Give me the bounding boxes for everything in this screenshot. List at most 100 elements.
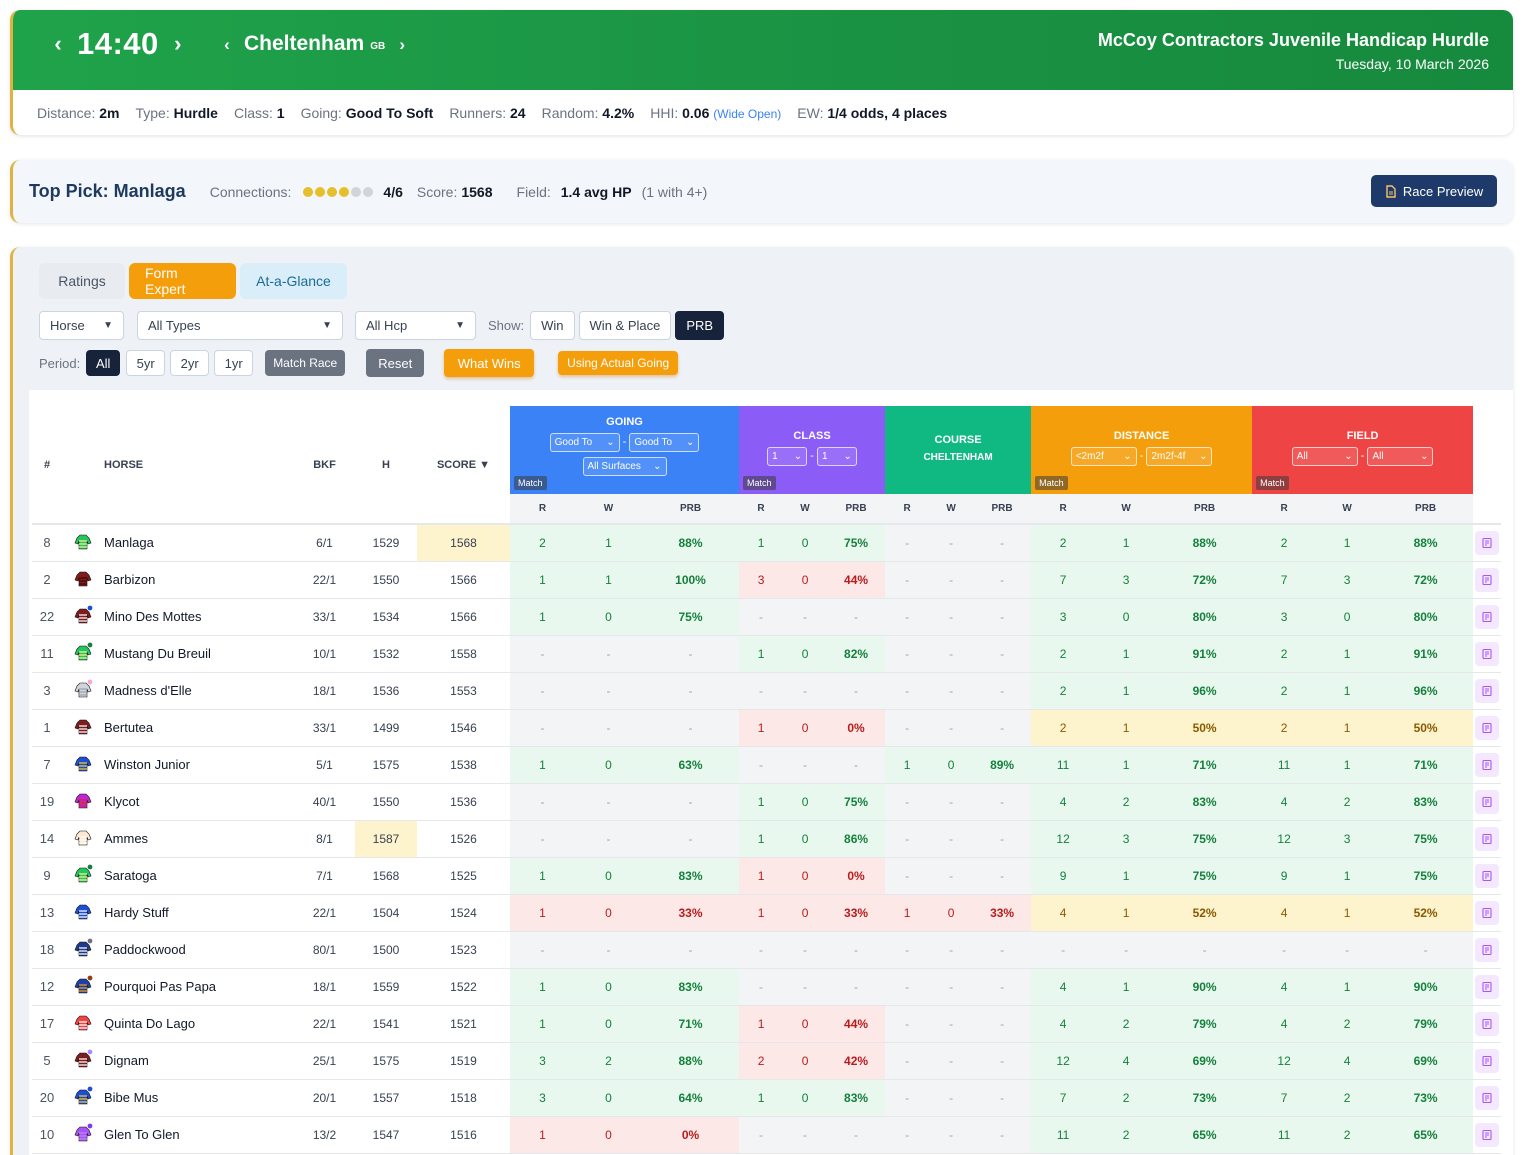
horse-select[interactable]: Horse ▼ bbox=[39, 311, 124, 340]
notebook-icon[interactable] bbox=[1475, 678, 1500, 703]
horse-name[interactable]: Hardy Stuff bbox=[104, 905, 169, 920]
table-row[interactable]: 11 Mustang Du Breuil 10/1 1532 1558- - -1 0 82% -… bbox=[32, 635, 1502, 672]
table-row[interactable]: 13 Hardy Stuff 22/1 1504 1524 1 0 33% 1 0 33% 1 0 33%… bbox=[32, 894, 1502, 931]
reset-button[interactable]: Reset bbox=[366, 349, 425, 377]
horse-name[interactable]: Bibe Mus bbox=[104, 1090, 159, 1105]
horse-name[interactable]: Barbizon bbox=[104, 572, 156, 587]
going-to-select[interactable]: Good To ⌄ bbox=[629, 433, 700, 452]
hcp-select[interactable]: All Hcp ▼ bbox=[355, 311, 476, 340]
table-row[interactable]: 17 Quinta Do Lago 22/1 1541 1521 1 0 71% 1 0 44% - -… bbox=[32, 1005, 1502, 1042]
notebook-icon[interactable] bbox=[1475, 900, 1500, 925]
table-row[interactable]: 12 Pourquoi Pas Papa 18/1 1559 1522 1 0 83% - - - -… bbox=[32, 968, 1502, 1005]
actual-going-button[interactable]: Using Actual Going bbox=[558, 351, 679, 375]
silk-cell bbox=[62, 820, 104, 857]
notebook-icon[interactable] bbox=[1475, 641, 1500, 666]
horse-name[interactable]: Pourquoi Pas Papa bbox=[104, 979, 217, 994]
horse-name[interactable]: Ammes bbox=[104, 831, 149, 846]
prev-race-chevron-left-icon[interactable]: ‹ bbox=[54, 31, 62, 56]
horse-name[interactable]: Madness d'Elle bbox=[104, 683, 192, 698]
meta-class: Class: 1 bbox=[233, 104, 285, 121]
notebook-icon[interactable] bbox=[1475, 789, 1500, 814]
notebook-icon[interactable] bbox=[1475, 715, 1500, 740]
distance-from-select[interactable]: <2m2f ⌄ bbox=[1070, 447, 1137, 466]
next-course-chevron-right-icon[interactable]: › bbox=[399, 34, 406, 54]
table-row[interactable]: 7 Winston Junior 5/1 1575 1538 1 0 63% - - -1 0 89% 1… bbox=[32, 746, 1502, 783]
field-prb: - bbox=[1378, 931, 1474, 968]
race-date: Tuesday, 10 March 2026 bbox=[1335, 56, 1489, 72]
period-5yr-button[interactable]: 5yr bbox=[126, 350, 166, 376]
table-row[interactable]: 9 Saratoga 7/1 1568 1525 1 0 83% 1 0 0% - - -9 1 75% 9 1 7… bbox=[32, 857, 1502, 894]
horse-name[interactable]: Dignam bbox=[104, 1053, 149, 1068]
bkf-odds: 25/1 bbox=[312, 1053, 337, 1068]
notebook-icon[interactable] bbox=[1475, 1085, 1500, 1110]
horse-name[interactable]: Mino Des Mottes bbox=[104, 609, 202, 624]
col-bkf[interactable]: BKF bbox=[294, 406, 355, 525]
field-from-select[interactable]: All ⌄ bbox=[1291, 447, 1358, 466]
notebook-icon[interactable] bbox=[1475, 937, 1500, 962]
horse-name[interactable]: Winston Junior bbox=[104, 757, 190, 772]
horse-name[interactable]: Mustang Du Breuil bbox=[104, 646, 211, 661]
show-prb-button[interactable]: PRB bbox=[675, 311, 725, 340]
tab-at-a-glance[interactable]: At-a-Glance bbox=[240, 263, 347, 299]
field-runs: 2 bbox=[1252, 709, 1317, 746]
distance-to-select[interactable]: 2m2f-4f ⌄ bbox=[1146, 447, 1213, 466]
prev-course-chevron-left-icon[interactable]: ‹ bbox=[224, 34, 230, 54]
class-match-toggle[interactable]: Match bbox=[743, 476, 776, 490]
show-win-place-button[interactable]: Win & Place bbox=[578, 311, 672, 340]
table-row[interactable]: 5 Dignam 25/1 1575 1519 3 2 88% 2 0 42% - - -12 4 69% 12… bbox=[32, 1042, 1502, 1079]
distance-match-toggle[interactable]: Match bbox=[1035, 476, 1068, 490]
horse-name[interactable]: Manlaga bbox=[104, 535, 154, 551]
table-row[interactable]: 8 Manlaga 6/1 1529 1568 2 1 88% 1 0 75% - - -2 1 88% 2 1 8… bbox=[32, 524, 1502, 561]
table-row[interactable]: 20 Bibe Mus 20/1 1557 1518 3 0 64% 1 0 83% - - -7 2 73%… bbox=[32, 1079, 1502, 1116]
table-row[interactable]: 22 Mino Des Mottes 33/1 1534 1566 1 0 75% - - - - - -… bbox=[32, 598, 1502, 635]
match-race-button[interactable]: Match Race bbox=[265, 350, 346, 376]
notebook-icon[interactable] bbox=[1475, 974, 1500, 999]
race-preview-button[interactable]: Race Preview bbox=[1371, 175, 1497, 207]
horse-name[interactable]: Bertutea bbox=[104, 720, 154, 735]
horse-name[interactable]: Glen To Glen bbox=[104, 1127, 180, 1142]
notebook-icon[interactable] bbox=[1475, 1011, 1500, 1036]
notebook-icon[interactable] bbox=[1475, 863, 1500, 888]
next-race-chevron-right-icon[interactable]: › bbox=[174, 31, 182, 56]
col-h[interactable]: H bbox=[355, 406, 417, 525]
tab-ratings[interactable]: Ratings bbox=[39, 263, 125, 299]
notebook-icon[interactable] bbox=[1475, 567, 1500, 592]
types-select[interactable]: All Types ▼ bbox=[137, 311, 343, 340]
notebook-icon[interactable] bbox=[1475, 1048, 1500, 1073]
table-row[interactable]: 10 Glen To Glen 13/2 1547 1516 1 0 0% - - - - - -11 2 6… bbox=[32, 1116, 1502, 1153]
horse-name[interactable]: Quinta Do Lago bbox=[104, 1016, 196, 1031]
going-prb: - bbox=[642, 635, 740, 672]
horse-name[interactable]: Saratoga bbox=[104, 868, 157, 883]
show-win-button[interactable]: Win bbox=[530, 311, 575, 340]
silk-cell bbox=[62, 1005, 104, 1042]
horse-name[interactable]: Paddockwood bbox=[104, 942, 186, 957]
notebook-icon[interactable] bbox=[1475, 604, 1500, 629]
col-score[interactable]: SCORE ▼ bbox=[417, 406, 510, 525]
going-wins: 0 bbox=[575, 968, 642, 1005]
table-row[interactable]: 2 Barbizon 22/1 1550 1566 1 1 100% 3 0 44% - - -7 3 72%… bbox=[32, 561, 1502, 598]
table-row[interactable]: 14 Ammes 8/1 1587 1526- - -1 0 86% - - -12 3 75% 12 3 75… bbox=[32, 820, 1502, 857]
table-row[interactable]: 3 Madness d'Elle 18/1 1536 1553- - - - - - - - -2 1 96… bbox=[32, 672, 1502, 709]
field-to-select[interactable]: All ⌄ bbox=[1367, 447, 1434, 466]
going-match-toggle[interactable]: Match bbox=[514, 476, 547, 490]
period-1yr-button[interactable]: 1yr bbox=[214, 350, 254, 376]
going-from-select[interactable]: Good To ⌄ bbox=[549, 433, 620, 452]
table-row[interactable]: 18 Paddockwood 80/1 1500 1523- - - - - - - - - - - - - - - bbox=[32, 931, 1502, 968]
what-wins-button[interactable]: What Wins bbox=[444, 349, 535, 377]
notebook-icon[interactable] bbox=[1475, 1122, 1500, 1147]
tab-form-expert[interactable]: Form Expert bbox=[129, 263, 236, 299]
notebook-icon[interactable] bbox=[1475, 530, 1500, 555]
course-prb: - bbox=[973, 820, 1032, 857]
period-2yr-button[interactable]: 2yr bbox=[170, 350, 210, 376]
notebook-icon[interactable] bbox=[1475, 752, 1500, 777]
surfaces-select[interactable]: All Surfaces ⌄ bbox=[582, 457, 667, 476]
class-from-select[interactable]: 1 ⌄ bbox=[767, 447, 808, 466]
field-match-toggle[interactable]: Match bbox=[1256, 476, 1289, 490]
class-to-select[interactable]: 1 ⌄ bbox=[816, 447, 857, 466]
table-row[interactable]: 19 Klycot 40/1 1550 1536- - -1 0 75% - - -4 2 83% 4 2 83… bbox=[32, 783, 1502, 820]
period-all-button[interactable]: All bbox=[86, 350, 121, 376]
table-row[interactable]: 1 Bertutea 33/1 1499 1546- - -1 0 0% - - -2 1 50% 2 1 50… bbox=[32, 709, 1502, 746]
horse-name[interactable]: Klycot bbox=[104, 794, 140, 809]
bkf-odds: 80/1 bbox=[312, 942, 337, 957]
notebook-icon[interactable] bbox=[1475, 826, 1500, 851]
